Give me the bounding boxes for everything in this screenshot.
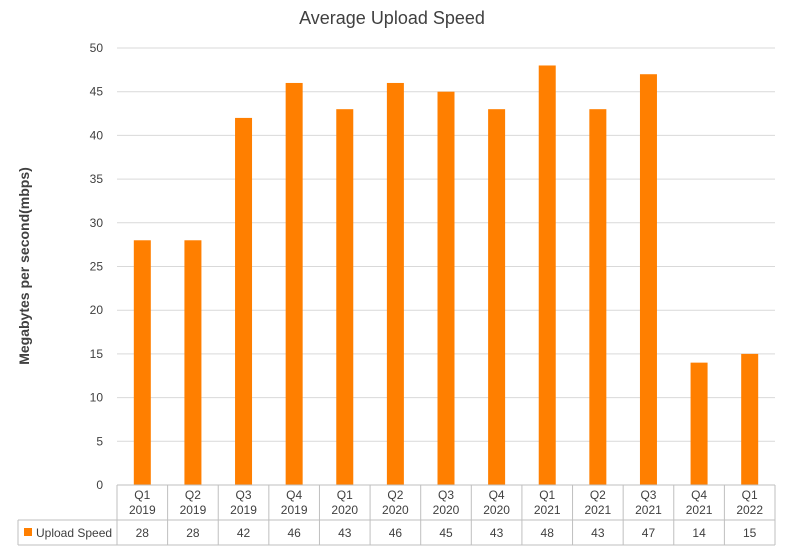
bars xyxy=(133,65,759,486)
table-value: 43 xyxy=(338,526,352,540)
x-tick-label: Q3 xyxy=(438,488,454,502)
x-tick-label: 2020 xyxy=(433,503,460,517)
legend-swatch xyxy=(24,528,32,536)
x-tick-label: 2022 xyxy=(736,503,763,517)
x-tick-label: 2019 xyxy=(230,503,257,517)
bar-1 xyxy=(184,240,202,485)
y-tick-label: 30 xyxy=(90,216,104,230)
table-value: 47 xyxy=(642,526,656,540)
x-tick-label: 2021 xyxy=(686,503,713,517)
bar-8 xyxy=(538,65,556,485)
table-value: 45 xyxy=(439,526,453,540)
x-tick-label: 2020 xyxy=(331,503,358,517)
table-value: 15 xyxy=(743,526,757,540)
x-tick-label: Q1 xyxy=(337,488,353,502)
bar-6 xyxy=(437,91,455,485)
bar-9 xyxy=(589,109,607,486)
x-tick-label: Q1 xyxy=(539,488,555,502)
x-tick-label: Q2 xyxy=(387,488,403,502)
bar-10 xyxy=(639,74,657,485)
y-tick-label: 5 xyxy=(96,434,103,448)
x-tick-label: Q2 xyxy=(590,488,606,502)
y-tick-label: 40 xyxy=(90,128,104,142)
table-value: 42 xyxy=(237,526,251,540)
bar-11 xyxy=(690,362,708,485)
y-tick-label: 15 xyxy=(90,347,104,361)
y-tick-label: 25 xyxy=(90,260,104,274)
table-value: 48 xyxy=(541,526,555,540)
y-tick-label: 50 xyxy=(90,41,104,55)
bar-7 xyxy=(488,109,506,486)
x-tick-label: 2020 xyxy=(382,503,409,517)
y-axis-label: Megabytes per second(mbps) xyxy=(16,167,32,365)
bar-12 xyxy=(741,353,759,485)
bar-5 xyxy=(386,82,404,486)
table-value: 28 xyxy=(136,526,150,540)
x-tick-label: 2019 xyxy=(129,503,156,517)
y-tick-label: 45 xyxy=(90,85,104,99)
x-tick-label: Q3 xyxy=(640,488,656,502)
y-tick-label: 20 xyxy=(90,303,104,317)
table-value: 46 xyxy=(389,526,403,540)
legend-label: Upload Speed xyxy=(36,526,112,540)
bar-4 xyxy=(336,109,354,486)
y-tick-label: 35 xyxy=(90,172,104,186)
chart-title: Average Upload Speed xyxy=(299,8,485,28)
x-tick-label: Q4 xyxy=(286,488,302,502)
x-tick-label: 2019 xyxy=(180,503,207,517)
y-axis-ticks: 0 5 10 15 20 25 30 35 40 45 50 xyxy=(90,41,104,492)
x-tick-label: 2021 xyxy=(635,503,662,517)
bar-2 xyxy=(235,117,253,486)
x-tick-label: Q4 xyxy=(691,488,707,502)
y-tick-label: 0 xyxy=(96,478,103,492)
x-tick-label: Q4 xyxy=(489,488,505,502)
table-value: 43 xyxy=(591,526,605,540)
x-tick-label: 2021 xyxy=(534,503,561,517)
table-value: 46 xyxy=(287,526,301,540)
bar-3 xyxy=(285,82,303,486)
y-tick-label: 10 xyxy=(90,391,104,405)
x-tick-label: Q1 xyxy=(742,488,758,502)
bar-0 xyxy=(133,240,151,485)
table-value: 14 xyxy=(692,526,706,540)
x-tick-label: 2019 xyxy=(281,503,308,517)
data-table: Q1201928Q2201928Q3201942Q4201946Q1202043… xyxy=(17,484,776,546)
x-tick-label: Q1 xyxy=(134,488,150,502)
x-tick-label: Q3 xyxy=(236,488,252,502)
x-tick-label: 2020 xyxy=(483,503,510,517)
x-tick-label: 2021 xyxy=(584,503,611,517)
table-value: 28 xyxy=(186,526,200,540)
x-tick-label: Q2 xyxy=(185,488,201,502)
table-value: 43 xyxy=(490,526,504,540)
